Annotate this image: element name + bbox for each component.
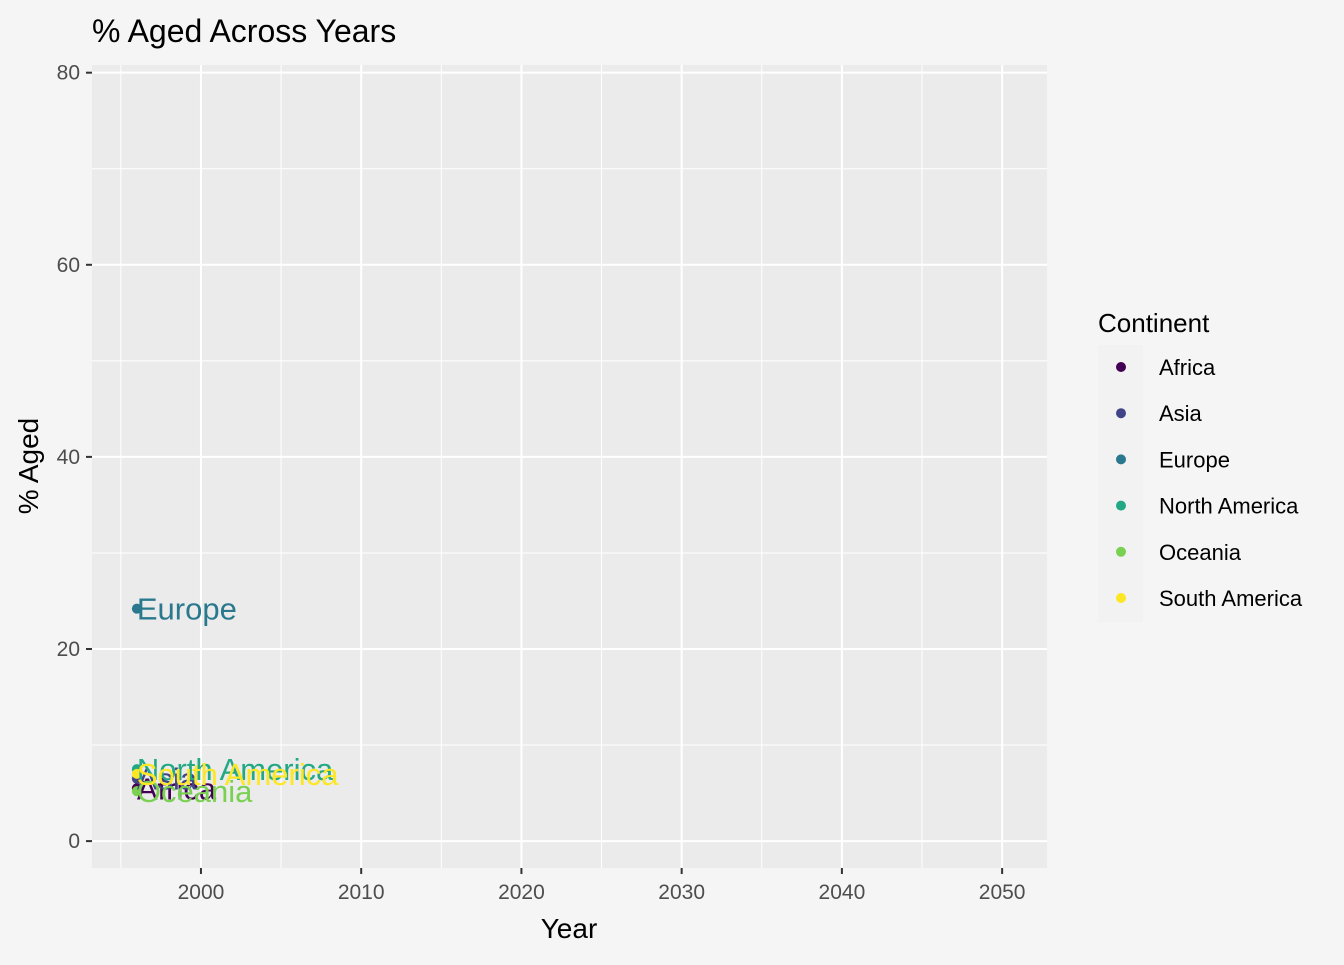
x-tick-label: 2030 xyxy=(658,881,705,904)
legend-key xyxy=(1116,362,1126,372)
chart-title: % Aged Across Years xyxy=(92,13,396,49)
legend-label: Asia xyxy=(1159,401,1203,426)
data-label: Africa xyxy=(137,771,217,806)
major-gridlines xyxy=(92,65,1047,868)
data-points xyxy=(131,603,142,797)
minor-gridlines xyxy=(92,65,1047,868)
legend-label: Africa xyxy=(1159,355,1216,380)
legend-key xyxy=(1116,408,1126,419)
legend-key xyxy=(1116,546,1126,557)
x-axis-title: Year xyxy=(541,913,598,944)
x-axis: 2000 2010 2020 2030 2040 2050 xyxy=(178,868,1026,904)
legend-key xyxy=(1116,593,1126,603)
legend-key xyxy=(1116,454,1126,465)
legend-key xyxy=(1116,500,1126,511)
legend-title: Continent xyxy=(1098,308,1210,338)
y-axis-title: % Aged xyxy=(13,418,44,515)
x-tick-label: 2000 xyxy=(178,881,225,904)
y-tick-label: 40 xyxy=(57,446,80,469)
x-tick-label: 2050 xyxy=(979,881,1026,904)
data-label: Oceania xyxy=(137,774,253,809)
y-tick-label: 0 xyxy=(68,830,80,853)
legend-label: Oceania xyxy=(1159,540,1242,565)
x-tick-label: 2020 xyxy=(498,881,545,904)
data-label: South America xyxy=(137,757,339,792)
plot-panel xyxy=(92,65,1047,868)
data-label: Asia xyxy=(137,762,198,797)
y-tick-label: 20 xyxy=(57,638,80,661)
data-point xyxy=(131,603,142,614)
legend-label: South America xyxy=(1159,586,1303,611)
y-tick-label: 80 xyxy=(57,62,80,85)
data-point xyxy=(131,768,142,779)
legend-key-background xyxy=(1098,345,1143,622)
data-point xyxy=(131,786,142,797)
data-label: Europe xyxy=(137,592,237,627)
y-axis: 0 20 40 60 80 xyxy=(57,62,92,853)
x-tick-label: 2040 xyxy=(819,881,866,904)
legend-items: Africa Asia Europe North America Oceania Sout… xyxy=(1116,355,1303,611)
legend-label: North America xyxy=(1159,494,1299,519)
legend: Continent Africa Asia Europe North America O… xyxy=(1098,308,1303,622)
legend-label: Europe xyxy=(1159,447,1230,472)
y-tick-label: 60 xyxy=(57,254,80,277)
x-tick-label: 2010 xyxy=(338,881,385,904)
data-label: North America xyxy=(137,752,334,787)
